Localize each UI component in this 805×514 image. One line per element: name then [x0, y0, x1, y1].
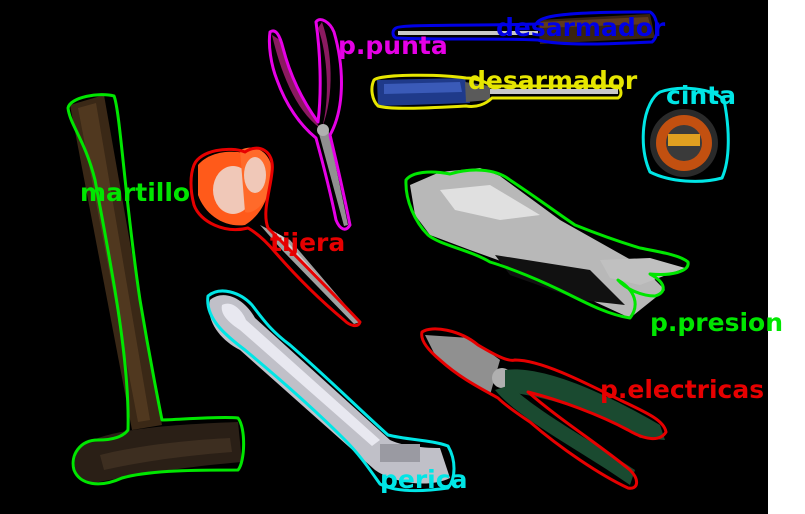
outline-perica: [206, 289, 456, 493]
electrician-pliers-object: [425, 335, 665, 485]
label-desarmador-1: desarmador: [496, 13, 666, 42]
label-desarmador-2: desarmador: [468, 66, 638, 95]
outline-p-punta: [267, 18, 352, 231]
locking-pliers-object: [410, 168, 685, 318]
label-p-presion: p.presion: [650, 308, 783, 337]
screwdriver-yellow-object: [377, 78, 618, 106]
outline-tijera: [189, 146, 362, 328]
outline-p-electricas: [420, 327, 668, 490]
label-perica: perica: [380, 465, 468, 494]
outline-martillo: [66, 93, 246, 486]
needle-nose-pliers-object: [272, 22, 348, 226]
outline-desarmador-1: [391, 10, 659, 46]
adjustable-wrench-object: [209, 295, 450, 484]
label-martillo: martillo: [80, 178, 191, 207]
label-p-punta: p.punta: [338, 31, 448, 60]
screwdriver-top-object: [398, 14, 655, 44]
outline-p-presion: [404, 168, 690, 320]
outline-desarmador-2: [370, 73, 623, 110]
tape-measure-object: [650, 109, 718, 177]
label-cinta: cinta: [666, 81, 737, 110]
outline-cinta: [641, 86, 730, 183]
label-tijera: tijera: [270, 228, 346, 257]
label-p-electricas: p.electricas: [600, 375, 765, 404]
scissors-object: [198, 147, 360, 324]
